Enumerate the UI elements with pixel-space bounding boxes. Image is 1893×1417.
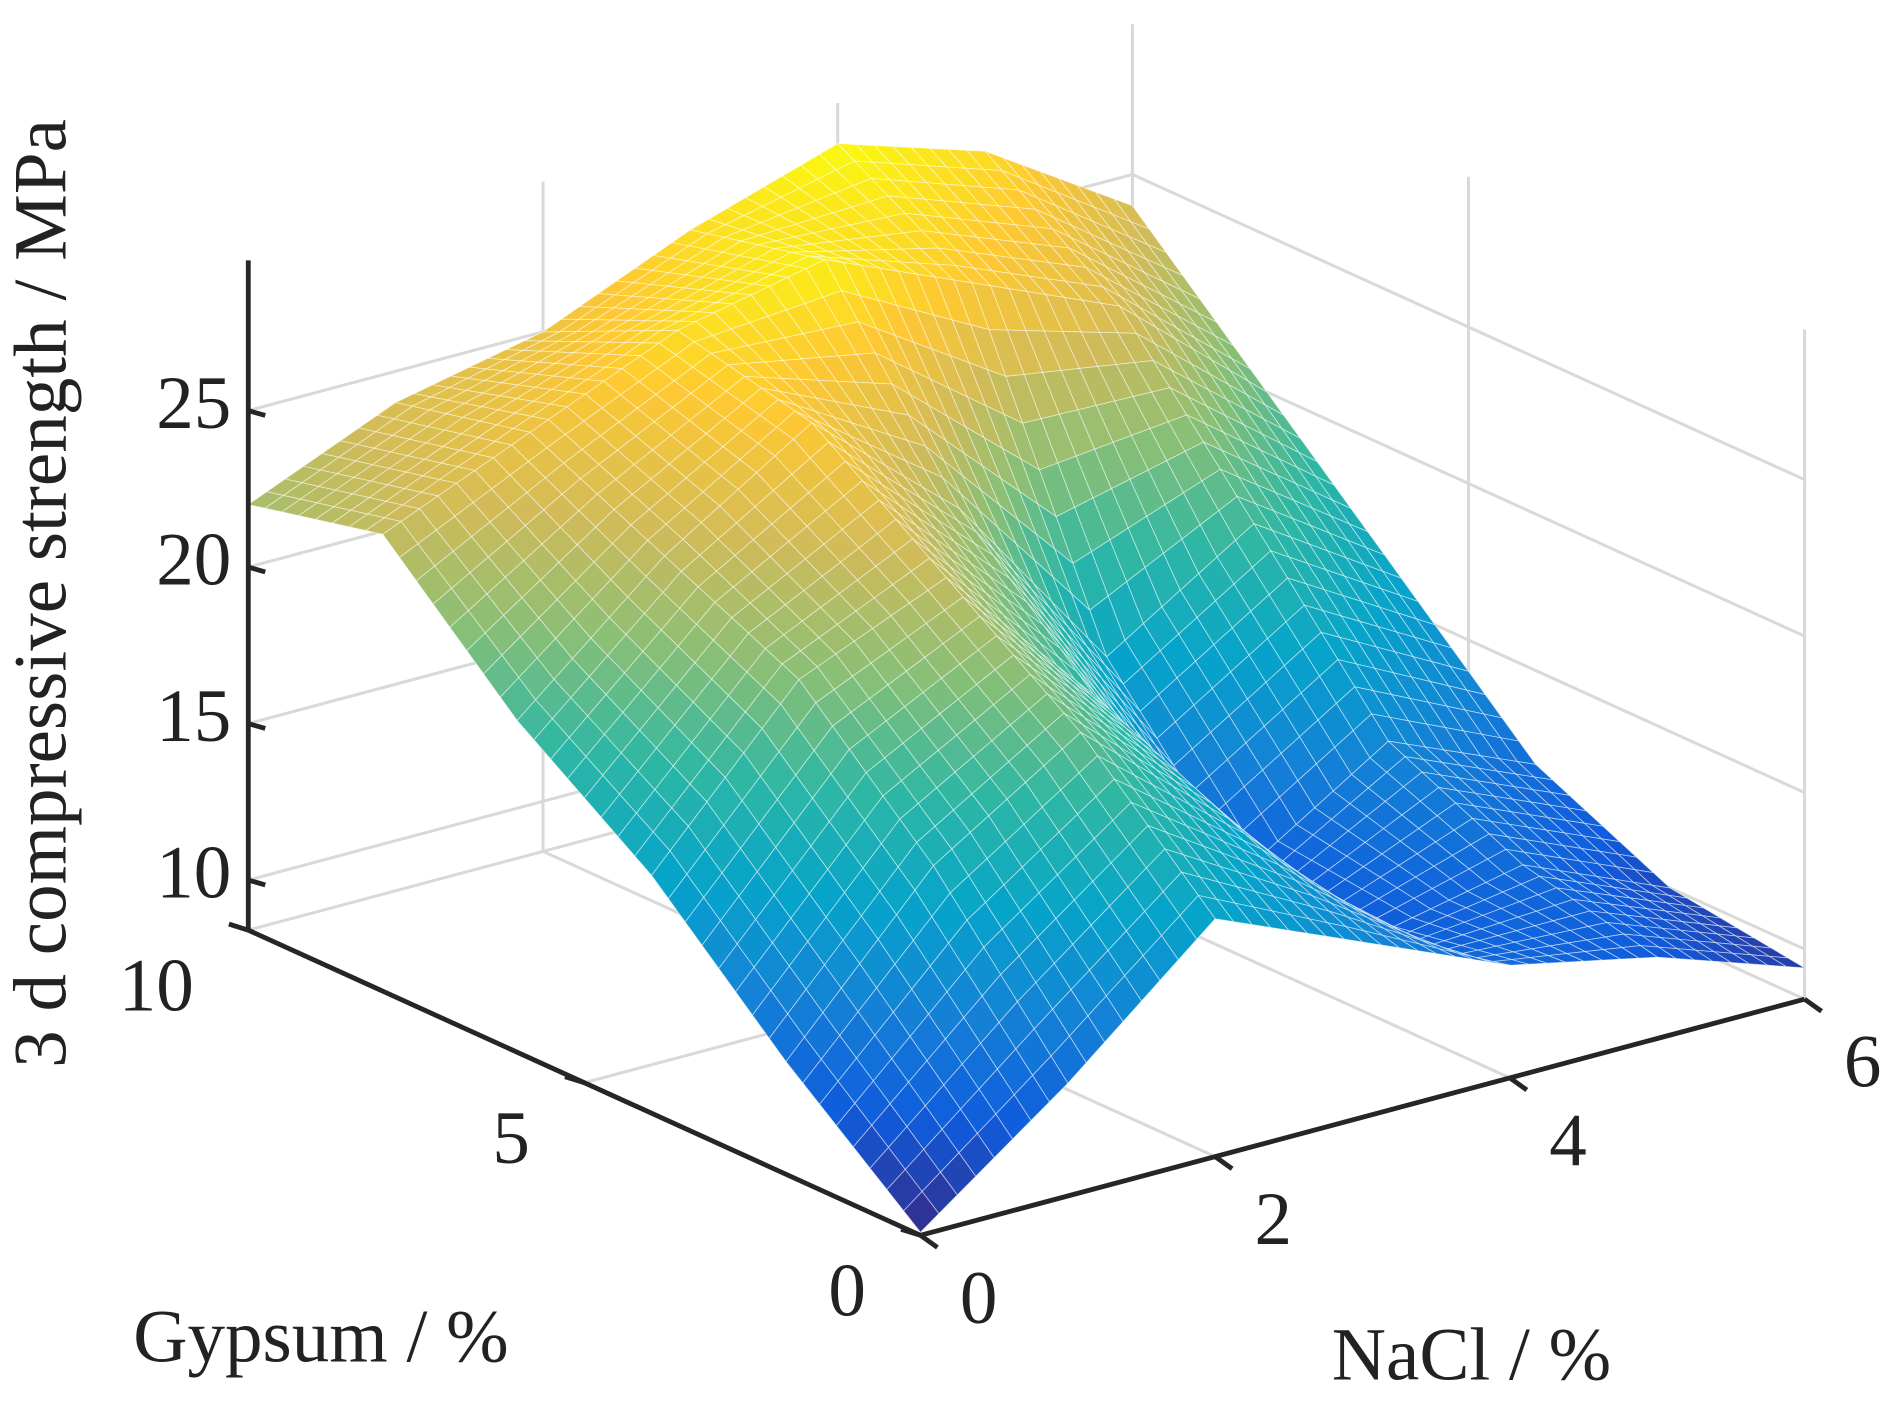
x-tick-label: 0 bbox=[960, 1257, 998, 1340]
z-tick bbox=[247, 408, 266, 418]
z-tick bbox=[247, 564, 266, 575]
y-axis-title: Gypsum / % bbox=[133, 1296, 508, 1379]
x-tick-label: 4 bbox=[1549, 1099, 1587, 1182]
surface-patch bbox=[903, 1190, 940, 1233]
z-tick-label: 15 bbox=[156, 675, 231, 758]
x-tick bbox=[1213, 1154, 1234, 1171]
z-tick-label: 25 bbox=[156, 362, 231, 445]
x-axis-line bbox=[919, 996, 1806, 1238]
z-tick bbox=[247, 721, 266, 731]
x-tick bbox=[1508, 1075, 1529, 1092]
y-tick-label: 0 bbox=[828, 1250, 866, 1333]
x-tick bbox=[919, 1233, 939, 1250]
x-axis-title: NaCl / % bbox=[1332, 1314, 1611, 1397]
z-axis-title: 3 d compressive strength / MPa bbox=[0, 119, 83, 1068]
x-tick-label: 2 bbox=[1255, 1178, 1293, 1261]
y-tick-label: 5 bbox=[492, 1097, 530, 1180]
y-tick-label: 10 bbox=[119, 944, 194, 1027]
y-tick bbox=[564, 1074, 586, 1086]
axis-layer: 10 15 20 25 0 5 10 0 2 4 6 bbox=[119, 260, 1882, 1340]
y-tick bbox=[900, 1226, 922, 1238]
z-tick-label: 20 bbox=[156, 518, 231, 601]
z-tick bbox=[247, 877, 266, 888]
x-tick bbox=[1803, 997, 1823, 1014]
z-tick-label: 10 bbox=[156, 831, 231, 914]
y-axis-line bbox=[247, 927, 922, 1238]
x-tick-label: 6 bbox=[1844, 1021, 1882, 1104]
y-tick bbox=[228, 921, 250, 933]
surface-layer bbox=[247, 143, 1805, 1233]
